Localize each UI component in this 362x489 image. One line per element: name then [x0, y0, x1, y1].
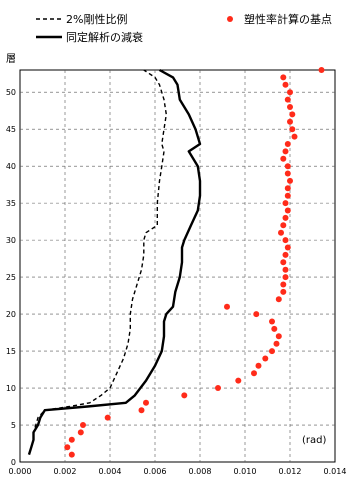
marker-point — [138, 407, 145, 414]
y-tick-label: 25 — [6, 273, 16, 282]
legend-marker-label: 塑性率計算の基点 — [244, 12, 332, 26]
marker-point — [280, 281, 287, 288]
marker-point — [282, 214, 289, 221]
marker-point — [278, 229, 284, 236]
marker-point — [280, 222, 287, 229]
legend-marker-swatch — [227, 16, 233, 22]
marker-point — [262, 355, 269, 362]
marker-point — [284, 244, 291, 251]
unit-label: (rad) — [302, 435, 326, 446]
marker-point — [282, 251, 289, 258]
y-tick-label: 0 — [11, 458, 16, 467]
marker-point — [271, 325, 278, 332]
marker-point — [275, 296, 282, 303]
y-tick-label: 40 — [6, 162, 16, 171]
marker-point — [289, 126, 296, 133]
marker-point — [284, 192, 291, 199]
marker-point — [282, 81, 289, 88]
marker-point — [68, 436, 75, 443]
marker-point — [280, 74, 287, 81]
marker-point — [284, 185, 291, 192]
x-tick-label: 0.004 — [99, 467, 122, 476]
marker-point — [253, 311, 260, 318]
marker-point — [287, 104, 293, 110]
marker-point — [284, 163, 291, 170]
marker-point — [282, 237, 289, 244]
plot-frame — [19, 69, 336, 463]
series-line-dashed — [28, 69, 167, 455]
marker-point — [284, 170, 291, 177]
marker-point — [80, 422, 86, 428]
marker-point — [284, 141, 291, 147]
x-tick-label: 0.006 — [144, 467, 167, 476]
marker-point — [143, 399, 149, 406]
marker-point — [318, 67, 325, 73]
marker-point — [291, 133, 298, 140]
y-tick-label: 10 — [6, 384, 16, 393]
series-line-solid — [27, 68, 202, 455]
y-tick-label: 15 — [6, 347, 16, 356]
marker-point — [282, 274, 289, 281]
x-tick-label: 0.012 — [279, 467, 302, 476]
marker-point — [287, 177, 293, 184]
marker-point — [269, 318, 275, 325]
legend-dashed-label: 2%剛性比例 — [66, 12, 127, 26]
marker-point — [280, 259, 287, 266]
marker-point — [287, 89, 293, 96]
x-tick-label: 0.008 — [189, 467, 212, 476]
x-tick-label: 0.010 — [234, 467, 257, 476]
marker-point — [215, 385, 221, 391]
x-tick-label: 0.000 — [9, 467, 32, 476]
marker-point — [280, 288, 287, 295]
marker-point — [68, 451, 75, 458]
marker-point — [269, 348, 275, 355]
marker-point — [287, 118, 293, 125]
marker-point — [282, 266, 289, 273]
marker-point — [255, 362, 262, 369]
marker-point — [235, 377, 242, 384]
marker-point — [273, 340, 280, 347]
marker-point — [251, 370, 257, 377]
marker-point — [280, 155, 287, 162]
y-tick-label: 5 — [11, 421, 16, 430]
marker-point — [282, 200, 289, 207]
y-tick-label: 30 — [6, 236, 16, 245]
y-axis-title: 層 — [6, 53, 16, 65]
marker-point — [282, 148, 289, 155]
x-tick-label: 0.002 — [54, 467, 77, 476]
marker-point — [284, 207, 291, 214]
y-tick-label: 50 — [6, 88, 16, 97]
marker-point — [64, 444, 71, 451]
marker-point — [104, 414, 111, 421]
marker-point — [77, 429, 84, 436]
legend-solid-label: 同定解析の減衰 — [66, 30, 143, 44]
marker-point — [181, 392, 188, 399]
marker-point — [224, 303, 230, 310]
legend: 2%剛性比例 同定解析の減衰 塑性率計算の基点 — [36, 12, 332, 44]
y-tick-label: 35 — [6, 199, 16, 208]
plot-area: 0.000 0.002 0.004 0.006 0.008 0.010 0.012 0.014… — [6, 67, 347, 476]
marker-point — [275, 333, 282, 340]
marker-point — [289, 111, 296, 118]
x-tick-label: 0.014 — [324, 467, 347, 476]
marker-point — [284, 96, 291, 103]
y-tick-label: 20 — [6, 310, 16, 319]
y-tick-label: 45 — [6, 125, 16, 134]
